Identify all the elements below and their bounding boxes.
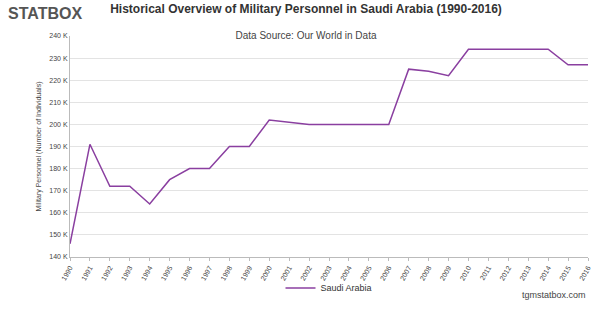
svg-text:1999: 1999 <box>239 265 253 282</box>
svg-text:2005: 2005 <box>359 265 373 282</box>
svg-text:2013: 2013 <box>518 265 532 282</box>
svg-text:2007: 2007 <box>399 265 413 282</box>
svg-text:2004: 2004 <box>339 265 353 282</box>
svg-text:240 K: 240 K <box>49 32 68 39</box>
svg-text:1993: 1993 <box>120 265 134 282</box>
svg-text:2008: 2008 <box>419 265 433 282</box>
svg-text:2003: 2003 <box>319 265 333 282</box>
svg-text:1992: 1992 <box>100 265 114 282</box>
svg-text:tgmstatbox.com: tgmstatbox.com <box>522 290 586 300</box>
svg-text:170 K: 170 K <box>49 187 68 194</box>
svg-text:STATBOX: STATBOX <box>8 5 82 22</box>
svg-text:2006: 2006 <box>379 265 393 282</box>
svg-text:230 K: 230 K <box>49 55 68 62</box>
svg-text:Military Personnel (Number of: Military Personnel (Number of Individual… <box>35 82 43 212</box>
svg-text:150 K: 150 K <box>49 231 68 238</box>
svg-text:2002: 2002 <box>299 265 313 282</box>
svg-text:2001: 2001 <box>279 265 293 282</box>
svg-text:Historical Overview of Militar: Historical Overview of Military Personne… <box>110 2 502 16</box>
svg-text:140 K: 140 K <box>49 253 68 260</box>
svg-text:1990: 1990 <box>60 265 74 282</box>
svg-text:200 K: 200 K <box>49 121 68 128</box>
svg-text:160 K: 160 K <box>49 209 68 216</box>
svg-text:2000: 2000 <box>259 265 273 282</box>
svg-text:210 K: 210 K <box>49 99 68 106</box>
svg-text:2015: 2015 <box>558 265 572 282</box>
svg-text:2014: 2014 <box>538 265 552 282</box>
svg-text:1991: 1991 <box>80 265 94 282</box>
svg-text:2016: 2016 <box>578 265 592 282</box>
svg-text:1994: 1994 <box>140 265 154 282</box>
svg-text:190 K: 190 K <box>49 143 68 150</box>
svg-text:2012: 2012 <box>498 265 512 282</box>
svg-text:1998: 1998 <box>219 265 233 282</box>
svg-text:Data Source: Our World in Data: Data Source: Our World in Data <box>236 30 377 41</box>
svg-text:1997: 1997 <box>200 265 214 282</box>
svg-text:2009: 2009 <box>439 265 453 282</box>
svg-text:1995: 1995 <box>160 265 174 282</box>
svg-text:220 K: 220 K <box>49 77 68 84</box>
svg-text:180 K: 180 K <box>49 165 68 172</box>
svg-text:Saudi Arabia: Saudi Arabia <box>321 283 372 293</box>
svg-text:2010: 2010 <box>459 265 473 282</box>
svg-text:1996: 1996 <box>180 265 194 282</box>
svg-text:2011: 2011 <box>479 265 493 282</box>
